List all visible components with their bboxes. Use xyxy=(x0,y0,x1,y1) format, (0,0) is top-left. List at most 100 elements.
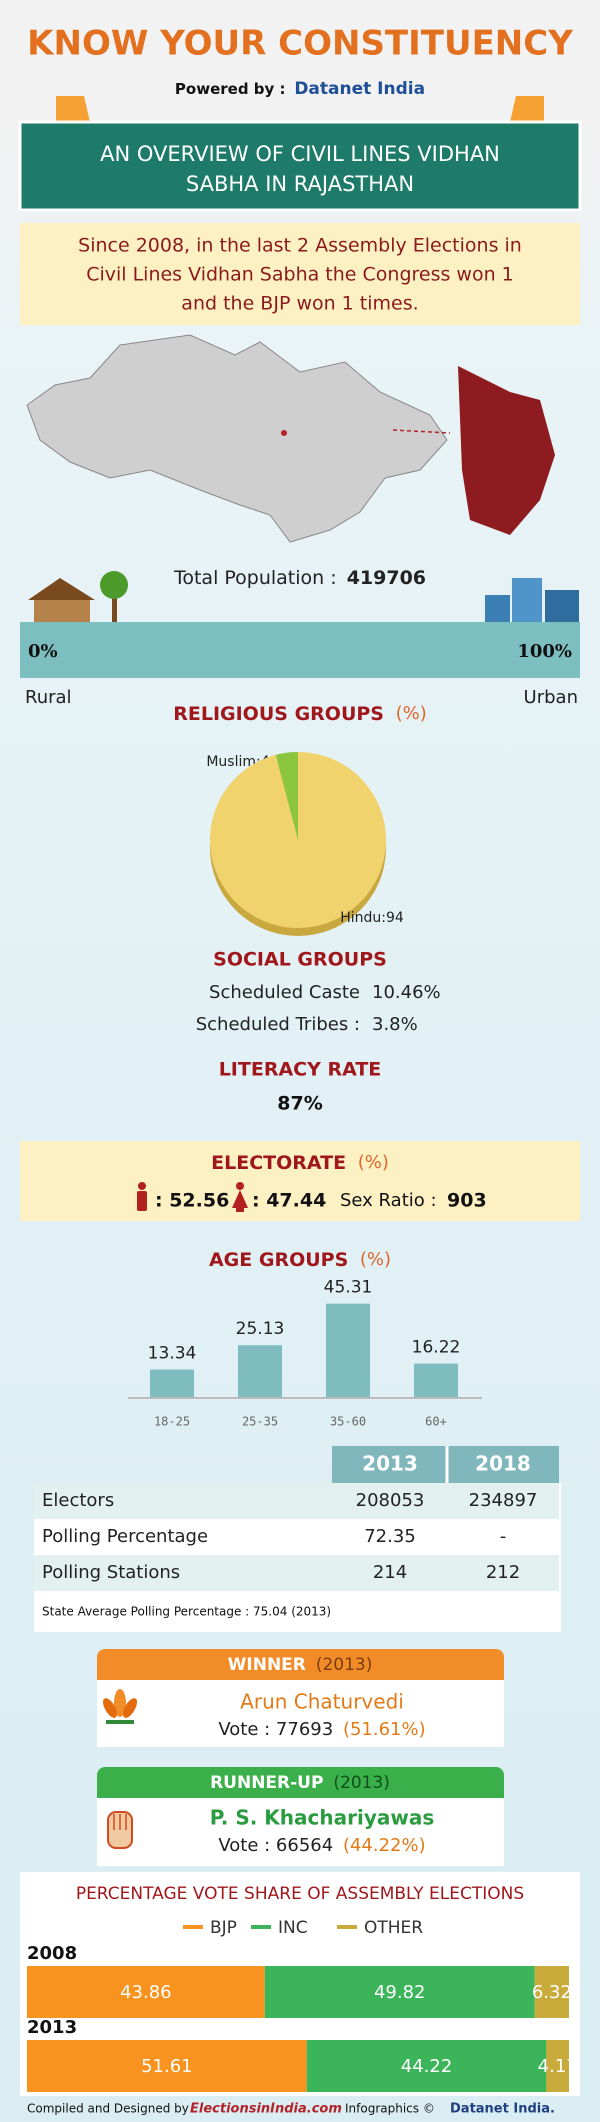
lotus-petal xyxy=(123,1698,137,1718)
social-value: 3.8% xyxy=(372,1014,418,1035)
footer-brand: Datanet India. xyxy=(450,2102,555,2117)
summary-line: and the BJP won 1 times. xyxy=(181,293,418,315)
age-category: 25-35 xyxy=(242,1415,278,1429)
age-bar xyxy=(326,1303,370,1397)
rural-hut xyxy=(28,571,128,622)
age-category: 35-60 xyxy=(330,1415,366,1429)
table-note: State Average Polling Percentage : 75.04… xyxy=(42,1605,331,1619)
summary-text: Since 2008, in the last 2 Assembly Elect… xyxy=(78,235,522,315)
lotus-petal xyxy=(103,1698,117,1718)
icon-body xyxy=(232,1190,248,1208)
sex-ratio-label: Sex Ratio : xyxy=(340,1190,437,1211)
inc-symbol xyxy=(107,1811,133,1849)
runner-title: RUNNER-UP xyxy=(210,1773,323,1793)
main-title: KNOW YOUR CONSTITUENCY xyxy=(27,24,573,64)
age-heading: AGE GROUPS (%) xyxy=(209,1249,391,1271)
banner-line: SABHA IN RAJASTHAN xyxy=(186,172,414,196)
age-value: 13.34 xyxy=(148,1344,197,1364)
runner-header-base xyxy=(97,1788,504,1798)
urban-rural-bar xyxy=(20,622,580,678)
male-share: : 52.56 xyxy=(155,1190,229,1212)
tree-trunk xyxy=(112,590,117,622)
winner-name: Arun Chaturvedi xyxy=(240,1690,404,1714)
female-share: : 47.44 xyxy=(252,1190,326,1212)
age-bar xyxy=(150,1369,194,1397)
icon-legs xyxy=(236,1207,244,1212)
sex-ratio: 903 xyxy=(447,1190,487,1212)
runner-body xyxy=(97,1798,504,1866)
runner-name: P. S. Khachariyawas xyxy=(210,1806,434,1830)
table-row-label: Polling Percentage xyxy=(42,1526,208,1547)
age-value: 45.31 xyxy=(324,1278,373,1298)
table-column: 2018 xyxy=(475,1452,531,1476)
bjp-symbol xyxy=(103,1689,137,1724)
vote-segment xyxy=(306,2040,547,2092)
age-title: AGE GROUPS xyxy=(209,1249,348,1271)
table-row-bg xyxy=(34,1483,559,1519)
age-chart: 13.34 18-25 25.13 25-35 45.31 35-60 16.22 60+ xyxy=(148,1278,461,1429)
runner-year: (2013) xyxy=(333,1773,390,1793)
pie-slice xyxy=(210,752,387,929)
table-row-bg xyxy=(34,1555,559,1591)
electorate-heading: ELECTORATE (%) xyxy=(211,1152,389,1174)
banner-line: AN OVERVIEW OF CIVIL LINES VIDHAN xyxy=(100,142,500,166)
male-icon xyxy=(137,1182,147,1211)
table-cell: 72.35 xyxy=(364,1526,416,1547)
vote-share-chart: BJP INC OTHER 2008 43.86 49.82 6.32 2013 51.61 44… xyxy=(27,1918,578,2092)
vote-share-title: PERCENTAGE VOTE SHARE OF ASSEMBLY ELECTI… xyxy=(76,1884,524,1904)
winner-body xyxy=(97,1680,504,1747)
winner-vote: Vote : 77693 xyxy=(218,1719,333,1740)
table-cell: 234897 xyxy=(469,1490,538,1511)
hut-roof xyxy=(28,578,95,600)
female-icon xyxy=(232,1182,248,1212)
vote-segment xyxy=(264,1966,535,2018)
age-unit: (%) xyxy=(360,1249,391,1270)
population: Total Population : 419706 xyxy=(173,567,426,589)
vote-segment xyxy=(27,2040,307,2092)
population-value: 419706 xyxy=(347,567,426,589)
table-row-label: Polling Stations xyxy=(42,1562,180,1583)
winner-vote-line: Vote : 77693 (51.61%) xyxy=(218,1719,425,1740)
vote-label: 49.82 xyxy=(374,1982,426,2003)
winner-title: WINNER xyxy=(228,1655,306,1675)
legend-label: BJP xyxy=(210,1918,237,1938)
literacy-value: 87% xyxy=(277,1093,322,1115)
vote-segment xyxy=(546,2040,569,2092)
pie-slice xyxy=(275,752,298,840)
icon-body xyxy=(137,1191,147,1211)
age-category: 18-25 xyxy=(154,1415,190,1429)
map-arrow xyxy=(392,429,451,434)
lotus-petal xyxy=(114,1689,126,1717)
electorate-box xyxy=(20,1141,580,1221)
rural-share: 0% xyxy=(28,641,58,662)
winner-heading: WINNER (2013) xyxy=(228,1655,373,1675)
social-label: Scheduled Tribes : xyxy=(196,1014,360,1035)
icon-head xyxy=(236,1182,244,1190)
ribbon-left xyxy=(56,96,90,122)
vote-label: 4.17 xyxy=(538,2056,578,2077)
age-bar xyxy=(414,1363,458,1397)
powered-label: Powered by : xyxy=(175,80,286,98)
polling-table: 2013 2018 Electors 208053 234897 Polling Perc… xyxy=(34,1446,559,1591)
table-cell: 208053 xyxy=(356,1490,425,1511)
year-label: 2013 xyxy=(27,2017,77,2038)
runner-heading: RUNNER-UP (2013) xyxy=(210,1773,390,1793)
winner-share: (51.61%) xyxy=(343,1719,426,1740)
constituency-dot xyxy=(281,430,287,436)
social-title: SOCIAL GROUPS xyxy=(213,949,387,971)
population-label: Total Population : xyxy=(173,567,337,589)
social-label: Scheduled Caste xyxy=(209,982,360,1003)
electorate-title: ELECTORATE xyxy=(211,1152,346,1174)
hut-wall xyxy=(34,600,90,622)
state-map xyxy=(26,334,448,543)
urban-buildings xyxy=(485,578,579,622)
summary-line: Since 2008, in the last 2 Assembly Elect… xyxy=(78,235,522,257)
religious-heading: RELIGIOUS GROUPS (%) xyxy=(173,703,427,725)
religious-title: RELIGIOUS GROUPS xyxy=(173,703,384,725)
winner-header-base xyxy=(97,1670,504,1680)
urban-share: 100% xyxy=(517,641,572,662)
slice-label: Hindu:94 xyxy=(340,910,404,926)
